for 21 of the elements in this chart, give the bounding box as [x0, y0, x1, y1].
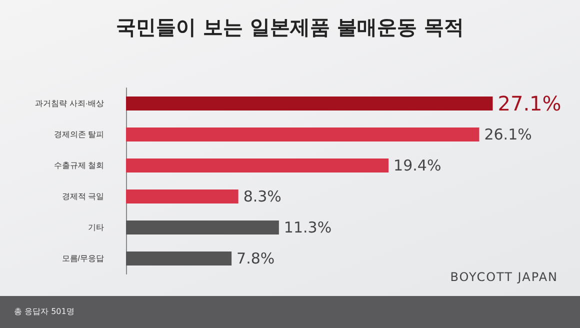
y-tick-label: 경제적 극일	[62, 192, 104, 201]
y-tick-label: 경제의존 탈피	[54, 130, 104, 139]
text: 총 응답자 501명	[14, 306, 74, 317]
data-label: 7.8%	[236, 250, 275, 268]
data-label: 11.3%	[284, 218, 332, 236]
y-tick-label: 모름/무응답	[62, 254, 104, 263]
annotation: BOYCOTT JAPAN	[450, 270, 558, 284]
bar	[126, 220, 279, 234]
bar	[126, 252, 232, 266]
data-label: 8.3%	[243, 188, 282, 206]
bar	[126, 190, 238, 204]
bar	[126, 128, 480, 142]
chart-title: 국민들이 보는 일본제품 불매운동 목적	[116, 15, 464, 39]
bar	[126, 158, 389, 172]
data-label: 19.4%	[394, 156, 442, 174]
bar	[126, 96, 493, 110]
data-label: 26.1%	[484, 126, 532, 144]
data-label: 27.1%	[498, 92, 562, 116]
y-tick-label: 과거침략 사죄·배상	[35, 99, 104, 108]
y-tick-label: 기타	[88, 223, 104, 232]
y-tick-label: 수출규제 철회	[54, 161, 104, 170]
